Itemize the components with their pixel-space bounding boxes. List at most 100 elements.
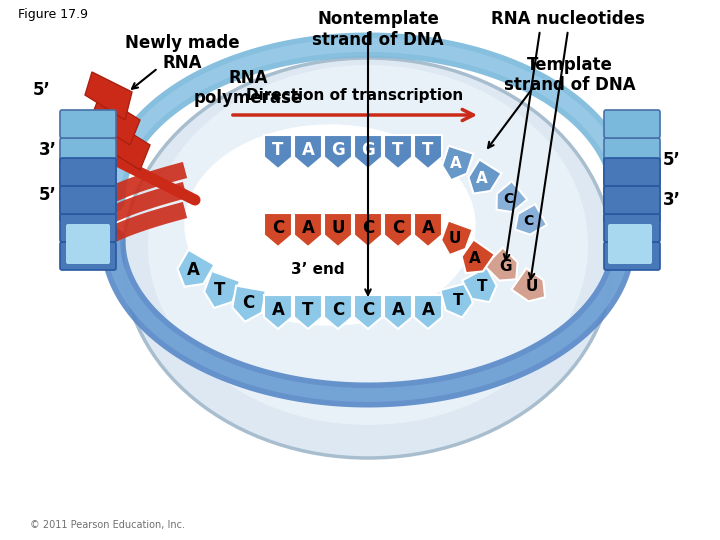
Polygon shape [204, 271, 240, 308]
Text: C: C [332, 301, 344, 319]
Text: 3’ end: 3’ end [291, 262, 345, 278]
Text: C: C [523, 214, 533, 228]
FancyBboxPatch shape [60, 214, 116, 242]
Text: 5’: 5’ [663, 151, 681, 169]
Text: A: A [186, 261, 199, 279]
Text: Template
strand of DNA: Template strand of DNA [504, 56, 636, 94]
Polygon shape [414, 213, 442, 247]
Text: Newly made
RNA: Newly made RNA [125, 33, 239, 72]
Polygon shape [324, 295, 352, 329]
FancyBboxPatch shape [604, 110, 660, 138]
Polygon shape [324, 213, 352, 247]
Text: A: A [302, 219, 315, 237]
Polygon shape [324, 135, 352, 169]
Text: C: C [242, 294, 254, 312]
Text: C: C [392, 219, 404, 237]
Polygon shape [414, 135, 442, 169]
FancyBboxPatch shape [608, 224, 652, 264]
Polygon shape [462, 267, 497, 302]
Text: A: A [302, 141, 315, 159]
FancyBboxPatch shape [60, 194, 116, 222]
Text: T: T [453, 293, 463, 308]
Text: U: U [449, 231, 462, 246]
Text: Direction of transcription: Direction of transcription [246, 88, 464, 103]
Text: U: U [526, 279, 538, 294]
FancyBboxPatch shape [60, 166, 116, 194]
Polygon shape [90, 95, 140, 145]
FancyBboxPatch shape [604, 242, 660, 270]
Text: C: C [272, 219, 284, 237]
Text: T: T [272, 141, 284, 159]
Text: A: A [422, 219, 434, 237]
FancyBboxPatch shape [60, 158, 116, 186]
Text: 5’: 5’ [39, 186, 57, 204]
FancyBboxPatch shape [60, 242, 116, 270]
Polygon shape [264, 135, 292, 169]
Text: T: T [477, 279, 487, 294]
Text: A: A [392, 301, 405, 319]
Text: G: G [499, 259, 511, 274]
Text: 3’: 3’ [39, 141, 57, 159]
Polygon shape [511, 268, 545, 301]
FancyBboxPatch shape [60, 110, 116, 138]
Text: RNA
polymerase: RNA polymerase [194, 69, 302, 107]
Text: 5’: 5’ [33, 81, 51, 99]
Polygon shape [294, 135, 322, 169]
Text: A: A [422, 301, 434, 319]
Polygon shape [294, 213, 322, 247]
Polygon shape [497, 181, 527, 212]
FancyBboxPatch shape [60, 186, 116, 214]
Polygon shape [384, 213, 412, 247]
Text: A: A [271, 301, 284, 319]
FancyBboxPatch shape [60, 138, 116, 166]
Text: Nontemplate
strand of DNA: Nontemplate strand of DNA [312, 10, 444, 49]
FancyBboxPatch shape [604, 158, 660, 186]
Polygon shape [462, 239, 495, 273]
Polygon shape [384, 295, 412, 329]
Text: © 2011 Pearson Education, Inc.: © 2011 Pearson Education, Inc. [30, 520, 185, 530]
Text: G: G [331, 141, 345, 159]
Ellipse shape [123, 58, 613, 458]
Polygon shape [384, 135, 412, 169]
Polygon shape [441, 283, 473, 318]
Polygon shape [414, 295, 442, 329]
Polygon shape [354, 295, 382, 329]
Text: 3’: 3’ [663, 191, 681, 209]
Polygon shape [85, 72, 132, 120]
Polygon shape [469, 159, 502, 193]
Text: C: C [362, 219, 374, 237]
Text: C: C [503, 192, 513, 206]
Ellipse shape [185, 125, 475, 325]
FancyBboxPatch shape [604, 166, 660, 194]
Polygon shape [442, 146, 473, 180]
Polygon shape [515, 204, 547, 235]
Text: Figure 17.9: Figure 17.9 [18, 8, 88, 21]
Text: G: G [361, 141, 375, 159]
FancyBboxPatch shape [604, 138, 660, 166]
Polygon shape [177, 250, 215, 287]
Text: T: T [392, 141, 404, 159]
FancyBboxPatch shape [604, 214, 660, 242]
Text: RNA nucleotides: RNA nucleotides [491, 10, 645, 28]
Polygon shape [354, 135, 382, 169]
Text: U: U [331, 219, 345, 237]
Polygon shape [441, 220, 473, 255]
Polygon shape [100, 120, 150, 170]
Text: C: C [362, 301, 374, 319]
Text: A: A [469, 251, 481, 266]
Polygon shape [264, 213, 292, 247]
Polygon shape [264, 295, 292, 329]
FancyBboxPatch shape [604, 194, 660, 222]
Polygon shape [485, 247, 518, 281]
Text: T: T [302, 301, 314, 319]
Text: T: T [423, 141, 433, 159]
Polygon shape [233, 286, 266, 322]
Polygon shape [354, 213, 382, 247]
Ellipse shape [148, 65, 588, 425]
Text: T: T [215, 281, 225, 299]
FancyBboxPatch shape [604, 186, 660, 214]
Polygon shape [294, 295, 322, 329]
FancyBboxPatch shape [66, 224, 110, 264]
Text: A: A [450, 156, 462, 171]
Text: A: A [476, 171, 488, 186]
